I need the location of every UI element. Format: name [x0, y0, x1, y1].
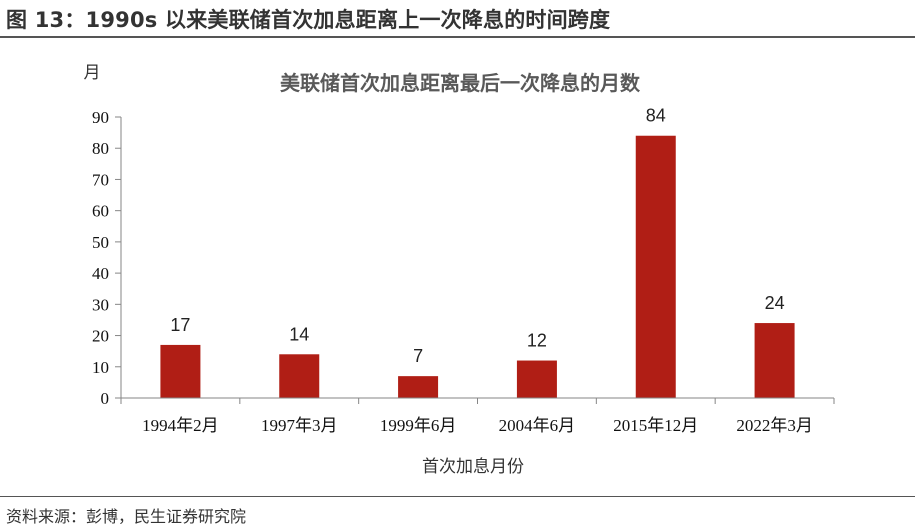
chart-title: 美联储首次加息距离最后一次降息的月数 [280, 71, 641, 95]
y-axis-ticks: 0 10 20 30 40 50 60 70 80 90 [92, 108, 121, 408]
bar [754, 323, 795, 398]
data-label: 84 [646, 106, 666, 126]
x-tick-label: 1999年6月 [380, 416, 457, 435]
data-label: 14 [289, 324, 309, 344]
x-tick-label: 1994年2月 [142, 416, 219, 435]
x-tick-label: 2022年3月 [736, 416, 813, 435]
data-label: 17 [170, 315, 190, 335]
top-divider [0, 36, 915, 38]
x-axis-ticks: 1994年2月 1997年3月 1999年6月 2004年6月 2015年12月 2022… [120, 398, 835, 435]
y-tick-label: 10 [92, 358, 109, 377]
source-note: 资料来源：彭博，民生证券研究院 [6, 507, 247, 526]
y-tick-label: 60 [92, 202, 109, 221]
bottom-divider [0, 496, 915, 497]
data-labels: 17 14 7 12 84 24 [170, 106, 784, 366]
data-label: 7 [413, 346, 423, 366]
bar [635, 135, 676, 398]
y-tick-label: 80 [92, 139, 109, 158]
y-axis-unit: 月 [84, 63, 101, 83]
bar [516, 360, 557, 398]
y-tick-label: 90 [92, 108, 109, 127]
x-tick-label: 2004年6月 [499, 416, 576, 435]
data-label: 12 [527, 331, 547, 351]
y-tick-label: 40 [92, 264, 109, 283]
y-tick-label: 20 [92, 327, 109, 346]
x-axis-title: 首次加息月份 [422, 457, 524, 477]
y-tick-label: 0 [101, 389, 110, 408]
bars [160, 135, 795, 398]
y-tick-label: 70 [92, 170, 109, 189]
bar [398, 376, 439, 398]
bar [279, 354, 320, 398]
bar [160, 344, 201, 398]
y-tick-label: 30 [92, 295, 109, 314]
bar-chart: 美联储首次加息距离最后一次降息的月数 月 0 10 20 30 40 50 60 70 80 90… [84, 63, 835, 477]
figure-title: 图 13：1990s 以来美联储首次加息距离上一次降息的时间跨度 [6, 8, 611, 32]
data-label: 24 [765, 293, 785, 313]
x-tick-label: 2015年12月 [613, 416, 698, 435]
x-tick-label: 1997年3月 [261, 416, 338, 435]
y-tick-label: 50 [92, 233, 109, 252]
